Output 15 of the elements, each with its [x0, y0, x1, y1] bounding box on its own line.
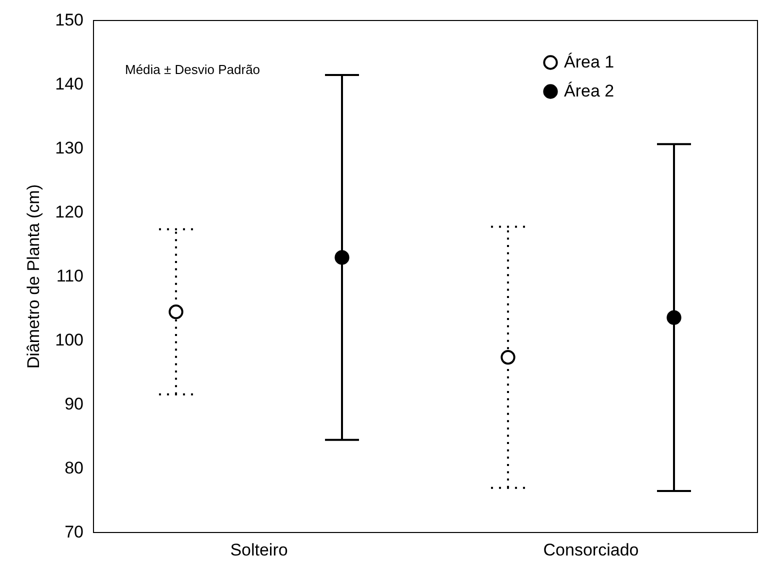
y-axis-title: Diâmetro de Planta (cm)	[24, 184, 44, 369]
y-tick-label: 130	[55, 138, 84, 158]
legend-label: Área 2	[564, 82, 614, 100]
x-tick-label: Solteiro	[230, 540, 288, 560]
y-tick-label: 90	[64, 394, 84, 414]
y-tick-label: 150	[55, 10, 84, 30]
y-tick-label: 80	[64, 458, 84, 478]
y-tick-label: 70	[64, 522, 84, 542]
annotation: Média ± Desvio Padrão	[125, 62, 260, 77]
y-tick-label: 100	[55, 330, 84, 350]
x-tick-label: Consorciado	[543, 540, 639, 560]
y-tick-label: 120	[55, 202, 84, 222]
legend-label: Área 1	[564, 52, 614, 72]
y-tick-label: 140	[55, 74, 84, 94]
y-tick-label: 110	[56, 266, 84, 286]
